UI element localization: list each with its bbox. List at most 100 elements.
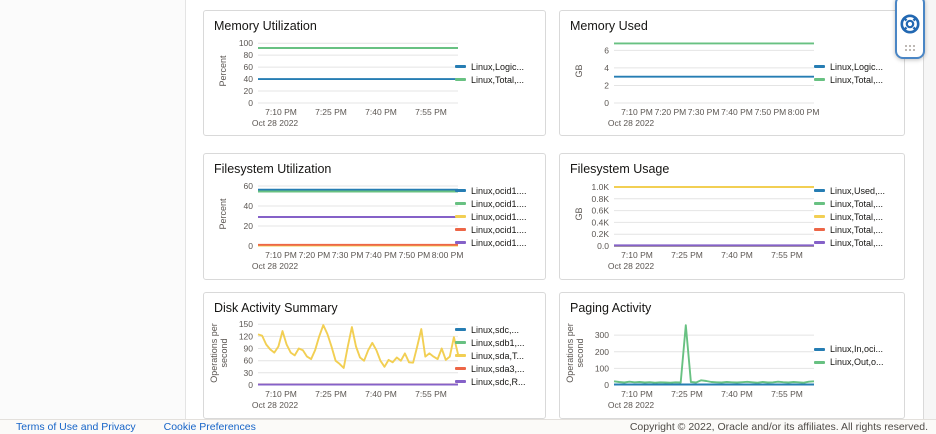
legend-label: Linux,sda3,... bbox=[471, 363, 525, 374]
memory-used-chart[interactable]: 0 2 4 6 7:10 PM 7:20 PM 7:30 PM 7:40 PM 7:50 PM 8… bbox=[562, 35, 820, 131]
legend-item[interactable]: Linux,Total,... bbox=[814, 238, 900, 248]
x-tick-label: 7:40 PM bbox=[365, 250, 397, 260]
life-ring-icon[interactable] bbox=[899, 13, 921, 40]
paging-activity-chart[interactable]: 0 100 200 300 7:10 PM 7:25 PM 7:40 PM 7:55 PM Oc… bbox=[562, 317, 820, 413]
x-axis-date: Oct 28 2022 bbox=[608, 118, 655, 128]
legend-swatch bbox=[814, 215, 825, 218]
x-axis-date: Oct 28 2022 bbox=[608, 261, 655, 271]
y-tick-label: 100 bbox=[595, 363, 609, 373]
legend-item[interactable]: Linux,Total,... bbox=[455, 75, 541, 85]
legend-item[interactable]: Linux,ocid1.... bbox=[455, 212, 541, 222]
legend-swatch bbox=[814, 65, 825, 68]
x-axis-date: Oct 28 2022 bbox=[252, 400, 299, 410]
chart-legend: Linux,sdc,... Linux,sdb1,... Linux,sda,T..… bbox=[455, 293, 541, 418]
y-axis-label: second bbox=[575, 338, 585, 367]
x-axis-date: Oct 28 2022 bbox=[608, 400, 655, 410]
legend-item[interactable]: Linux,Total,... bbox=[814, 199, 900, 209]
x-tick-label: 7:55 PM bbox=[771, 250, 803, 260]
y-tick-label: 6 bbox=[604, 45, 609, 55]
legend-item[interactable]: Linux,Logic... bbox=[455, 62, 541, 72]
legend-item[interactable]: Linux,Total,... bbox=[814, 225, 900, 235]
x-tick-label: 7:20 PM bbox=[299, 250, 331, 260]
x-tick-label: 8:00 PM bbox=[432, 250, 464, 260]
x-tick-label: 7:40 PM bbox=[365, 107, 397, 117]
y-tick-label: 60 bbox=[244, 181, 254, 191]
legend-swatch bbox=[455, 202, 466, 205]
legend-label: Linux,ocid1.... bbox=[471, 185, 527, 196]
x-tick-label: 7:25 PM bbox=[315, 107, 347, 117]
cookie-preferences-link[interactable]: Cookie Preferences bbox=[163, 421, 256, 433]
legend-swatch bbox=[814, 241, 825, 244]
help-widget[interactable] bbox=[895, 0, 925, 59]
legend-swatch bbox=[814, 189, 825, 192]
y-tick-label: 0.6K bbox=[592, 206, 610, 216]
y-tick-label: 2 bbox=[604, 81, 609, 91]
y-tick-label: 0 bbox=[604, 380, 609, 390]
x-tick-label: 7:55 PM bbox=[415, 107, 447, 117]
legend-label: Linux,Total,... bbox=[830, 211, 884, 222]
y-tick-label: 20 bbox=[244, 86, 254, 96]
y-axis-label: Operations per bbox=[565, 323, 575, 383]
y-axis-label: Operations per bbox=[209, 323, 219, 383]
x-tick-label: 7:25 PM bbox=[315, 389, 347, 399]
chart-legend: Linux,Logic... Linux,Total,... bbox=[455, 11, 541, 135]
x-tick-label: 7:40 PM bbox=[365, 389, 397, 399]
x-tick-label: 7:10 PM bbox=[621, 250, 653, 260]
legend-label: Linux,Total,... bbox=[830, 224, 884, 235]
y-tick-label: 40 bbox=[244, 74, 254, 84]
chart-legend: Linux,In,oci... Linux,Out,o... bbox=[814, 293, 900, 418]
drag-dots-icon[interactable] bbox=[905, 45, 915, 51]
y-axis-label: GB bbox=[574, 64, 584, 77]
legend-item[interactable]: Linux,sdc,... bbox=[455, 325, 541, 335]
y-tick-label: 20 bbox=[244, 221, 254, 231]
legend-item[interactable]: Linux,sdc,R... bbox=[455, 377, 541, 387]
legend-label: Linux,ocid1.... bbox=[471, 211, 527, 222]
y-tick-label: 0 bbox=[248, 98, 253, 108]
memory-utilization-chart[interactable]: 0 20 40 60 80 100 7:10 PM 7:25 PM 7:40 PM 7:55 PM… bbox=[206, 35, 464, 131]
disk-activity-chart[interactable]: 0 30 60 90 120 150 7:10 PM 7:25 PM 7:40 PM 7:55 P… bbox=[206, 317, 464, 413]
legend-item[interactable]: Linux,ocid1.... bbox=[455, 199, 541, 209]
chart-title: Disk Activity Summary bbox=[214, 301, 338, 315]
y-tick-label: 4 bbox=[604, 63, 609, 73]
x-tick-label: 7:50 PM bbox=[755, 107, 787, 117]
legend-item[interactable]: Linux,In,oci... bbox=[814, 344, 900, 354]
legend-item[interactable]: Linux,sdb1,... bbox=[455, 338, 541, 348]
chart-legend: Linux,ocid1.... Linux,ocid1.... Linux,ocid… bbox=[455, 154, 541, 279]
legend-item[interactable]: Linux,Total,... bbox=[814, 212, 900, 222]
y-tick-label: 300 bbox=[595, 330, 609, 340]
legend-label: Linux,In,oci... bbox=[830, 344, 884, 354]
copyright-text: Copyright © 2022, Oracle and/or its affi… bbox=[629, 421, 928, 433]
legend-item[interactable]: Linux,sda3,... bbox=[455, 364, 541, 374]
x-tick-label: 7:10 PM bbox=[621, 107, 653, 117]
y-tick-label: 0.4K bbox=[592, 217, 610, 227]
vertical-scrollbar[interactable] bbox=[923, 0, 936, 419]
filesystem-utilization-chart[interactable]: 0 20 40 60 7:10 PM 7:20 PM 7:30 PM 7:40 PM 7:50 … bbox=[206, 178, 464, 274]
legend-label: Linux,Total,... bbox=[830, 237, 884, 248]
legend-item[interactable]: Linux,sda,T... bbox=[455, 351, 541, 361]
legend-label: Linux,Logic... bbox=[471, 61, 525, 72]
legend-label: Linux,sdb1,... bbox=[471, 337, 525, 348]
legend-item[interactable]: Linux,Used,... bbox=[814, 186, 900, 196]
x-tick-label: 7:10 PM bbox=[265, 389, 297, 399]
x-tick-label: 7:10 PM bbox=[265, 107, 297, 117]
x-tick-label: 7:50 PM bbox=[399, 250, 431, 260]
y-tick-label: 60 bbox=[244, 356, 254, 366]
legend-item[interactable]: Linux,ocid1.... bbox=[455, 238, 541, 248]
chart-title: Filesystem Usage bbox=[570, 162, 670, 176]
card-paging-activity: Paging Activity 0 100 200 300 7:10 PM 7:25 PM… bbox=[559, 292, 905, 419]
terms-of-use-link[interactable]: Terms of Use and Privacy bbox=[16, 421, 136, 433]
legend-item[interactable]: Linux,ocid1.... bbox=[455, 186, 541, 196]
legend-item[interactable]: Linux,Logic... bbox=[814, 62, 900, 72]
y-axis-label: GB bbox=[574, 207, 584, 220]
y-tick-label: 150 bbox=[239, 319, 253, 329]
legend-item[interactable]: Linux,Out,o... bbox=[814, 357, 900, 367]
legend-swatch bbox=[455, 215, 466, 218]
legend-item[interactable]: Linux,Total,... bbox=[814, 75, 900, 85]
legend-label: Linux,Total,... bbox=[830, 74, 884, 85]
legend-swatch bbox=[455, 354, 466, 357]
x-tick-label: 8:00 PM bbox=[788, 107, 820, 117]
legend-swatch bbox=[455, 78, 466, 81]
filesystem-usage-chart[interactable]: 0.0 0.2K 0.4K 0.6K 0.8K 1.0K 7:10 PM 7:25 PM 7:4… bbox=[562, 178, 820, 274]
card-memory-used: Memory Used 0 2 4 6 7:10 PM 7:20 PM 7:30 PM 7:4… bbox=[559, 10, 905, 136]
legend-item[interactable]: Linux,ocid1.... bbox=[455, 225, 541, 235]
